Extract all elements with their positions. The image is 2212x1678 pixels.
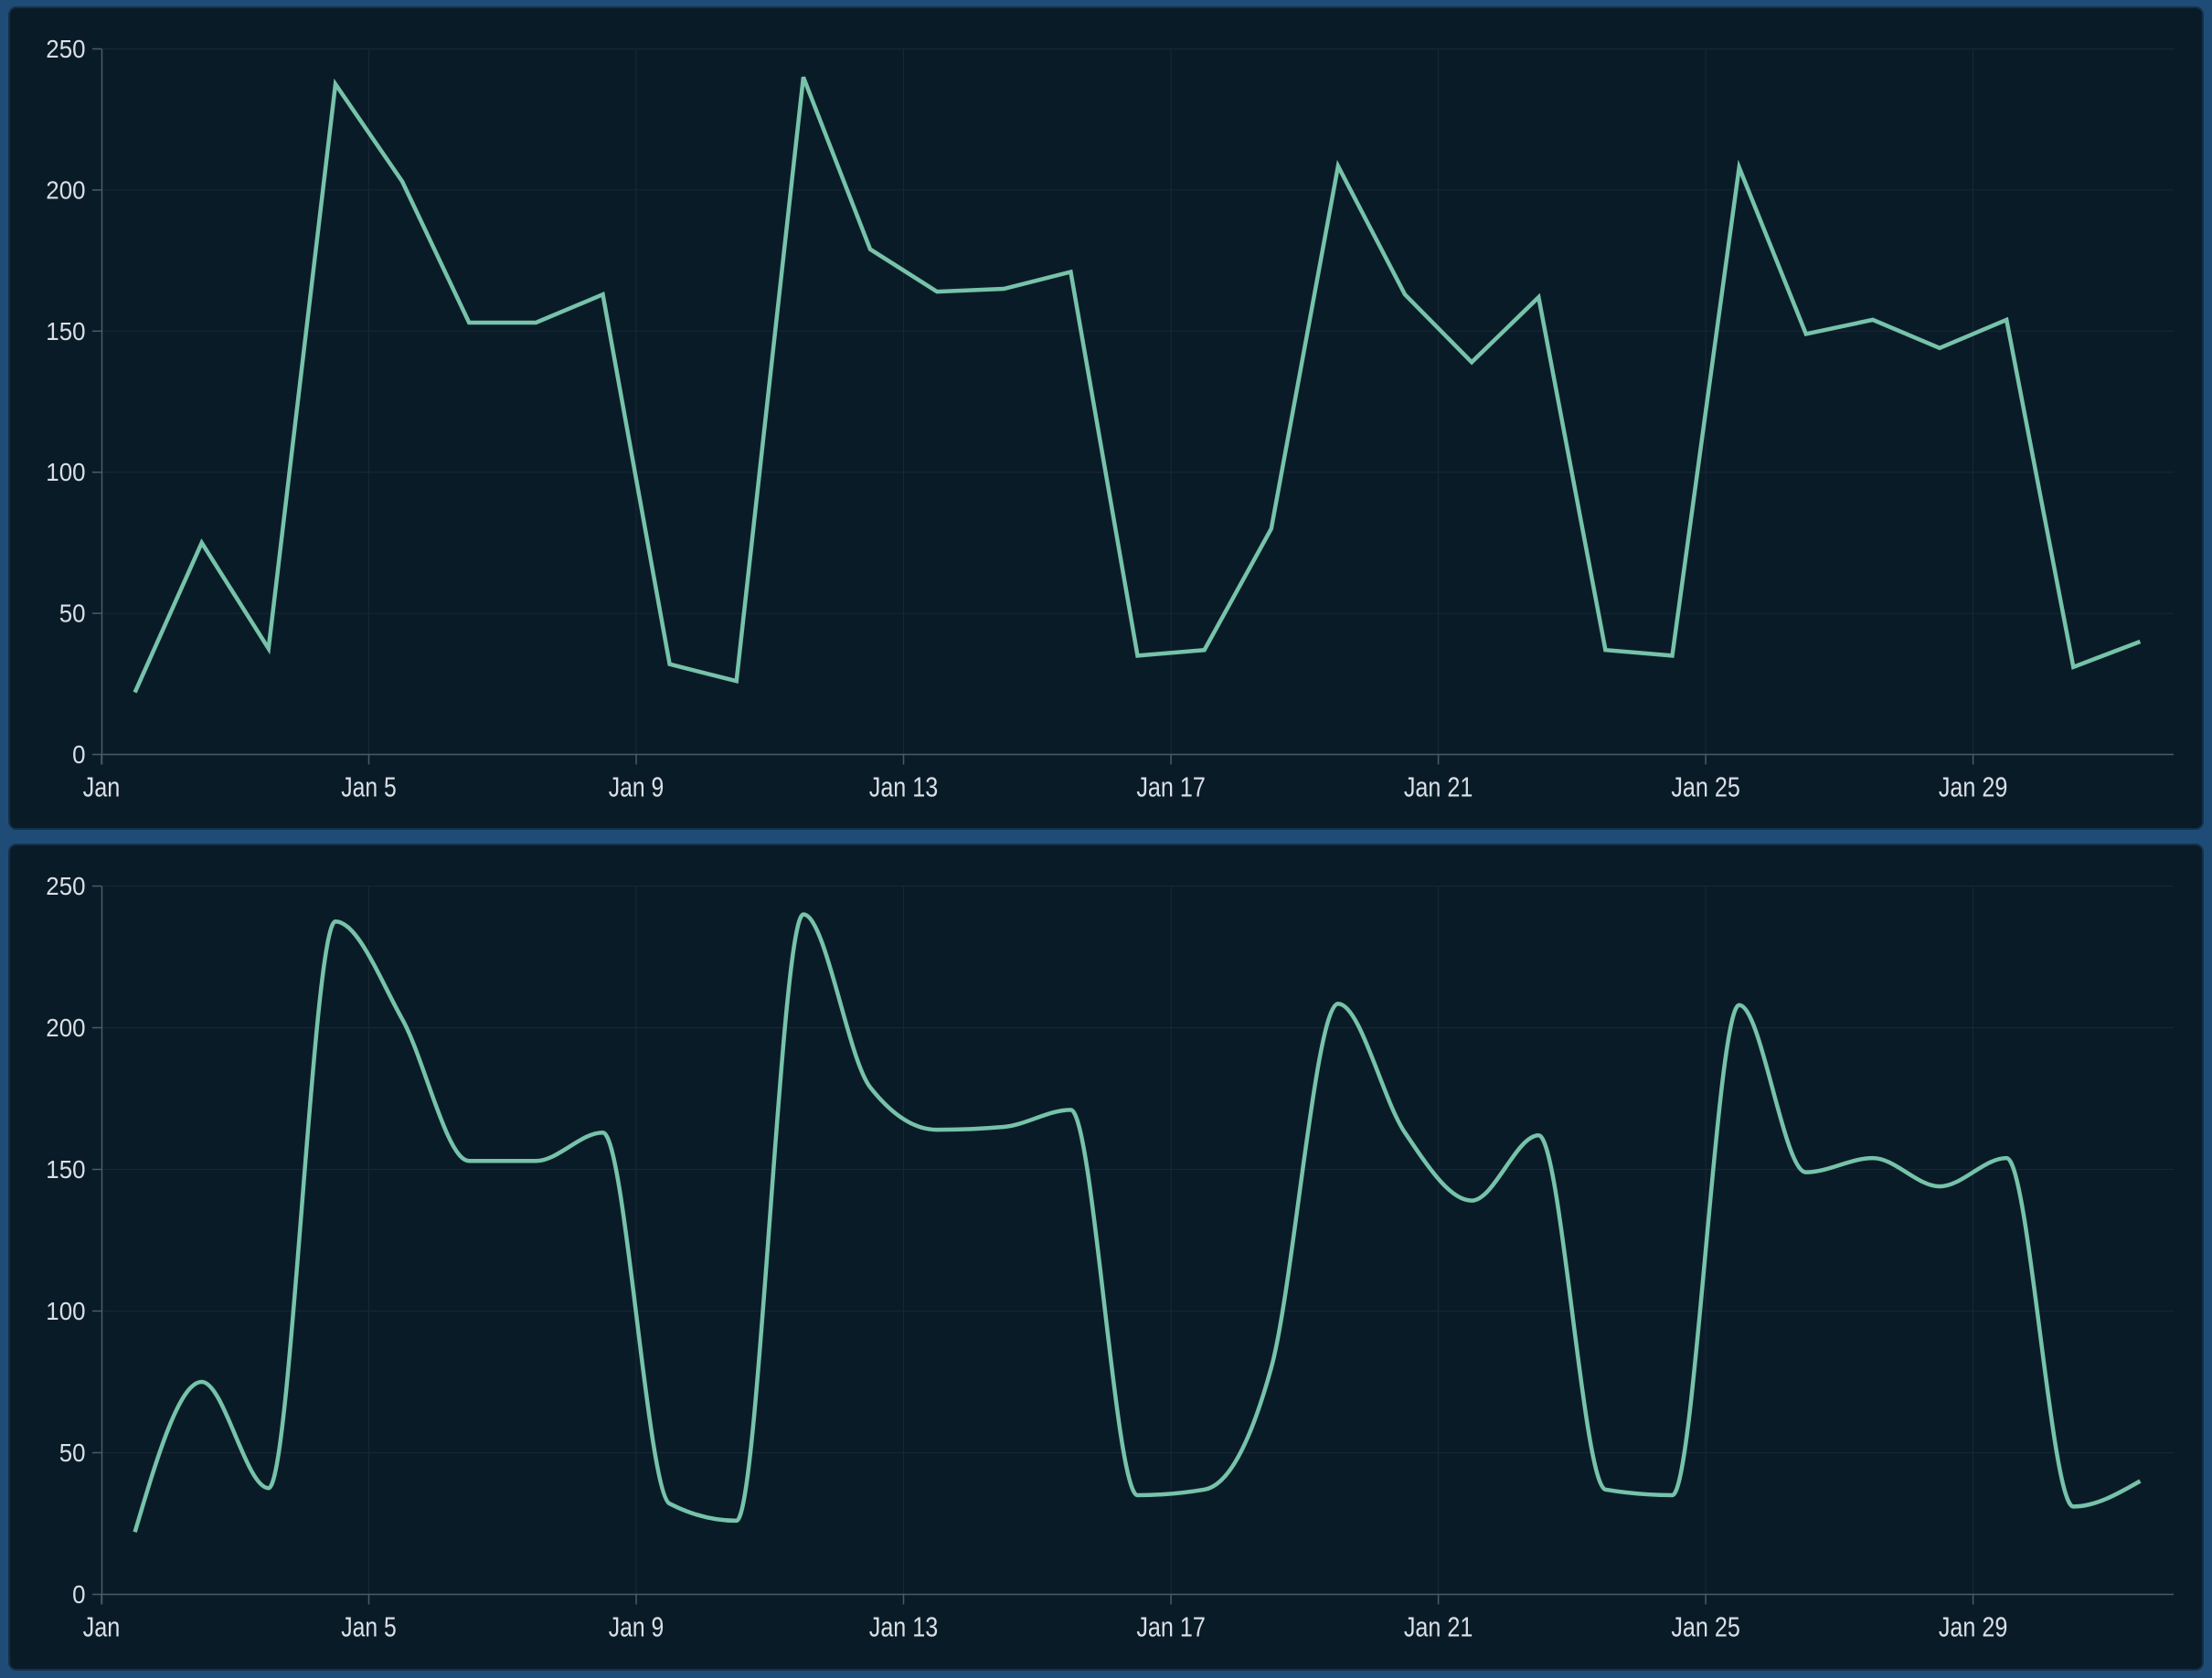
svg-text:Jan 21: Jan 21	[1404, 771, 1473, 803]
svg-text:Jan 17: Jan 17	[1136, 1611, 1206, 1643]
svg-text:Jan 29: Jan 29	[1939, 771, 2008, 803]
svg-text:Jan 9: Jan 9	[609, 771, 665, 803]
svg-text:Jan 21: Jan 21	[1404, 1611, 1473, 1643]
svg-text:0: 0	[72, 740, 85, 769]
svg-text:Jan 13: Jan 13	[869, 1611, 939, 1643]
svg-text:Jan 13: Jan 13	[869, 771, 939, 803]
svg-text:Jan 5: Jan 5	[341, 771, 397, 803]
svg-text:Jan: Jan	[83, 1611, 121, 1643]
svg-text:100: 100	[46, 1297, 85, 1325]
svg-text:0: 0	[72, 1580, 85, 1609]
svg-text:50: 50	[59, 600, 86, 628]
svg-text:Jan 29: Jan 29	[1939, 1611, 2008, 1643]
svg-text:250: 250	[46, 35, 85, 63]
svg-text:Jan 9: Jan 9	[609, 1611, 665, 1643]
svg-text:250: 250	[46, 872, 85, 900]
svg-text:Jan 5: Jan 5	[341, 1611, 397, 1643]
svg-text:200: 200	[46, 1014, 85, 1042]
svg-text:Jan 25: Jan 25	[1671, 771, 1740, 803]
svg-text:Jan 25: Jan 25	[1671, 1611, 1740, 1643]
svg-text:Jan 17: Jan 17	[1136, 771, 1206, 803]
svg-text:150: 150	[46, 317, 85, 345]
svg-text:50: 50	[59, 1439, 86, 1467]
svg-text:100: 100	[46, 458, 85, 486]
svg-text:Jan: Jan	[83, 771, 121, 803]
svg-text:150: 150	[46, 1155, 85, 1184]
svg-text:200: 200	[46, 175, 85, 204]
